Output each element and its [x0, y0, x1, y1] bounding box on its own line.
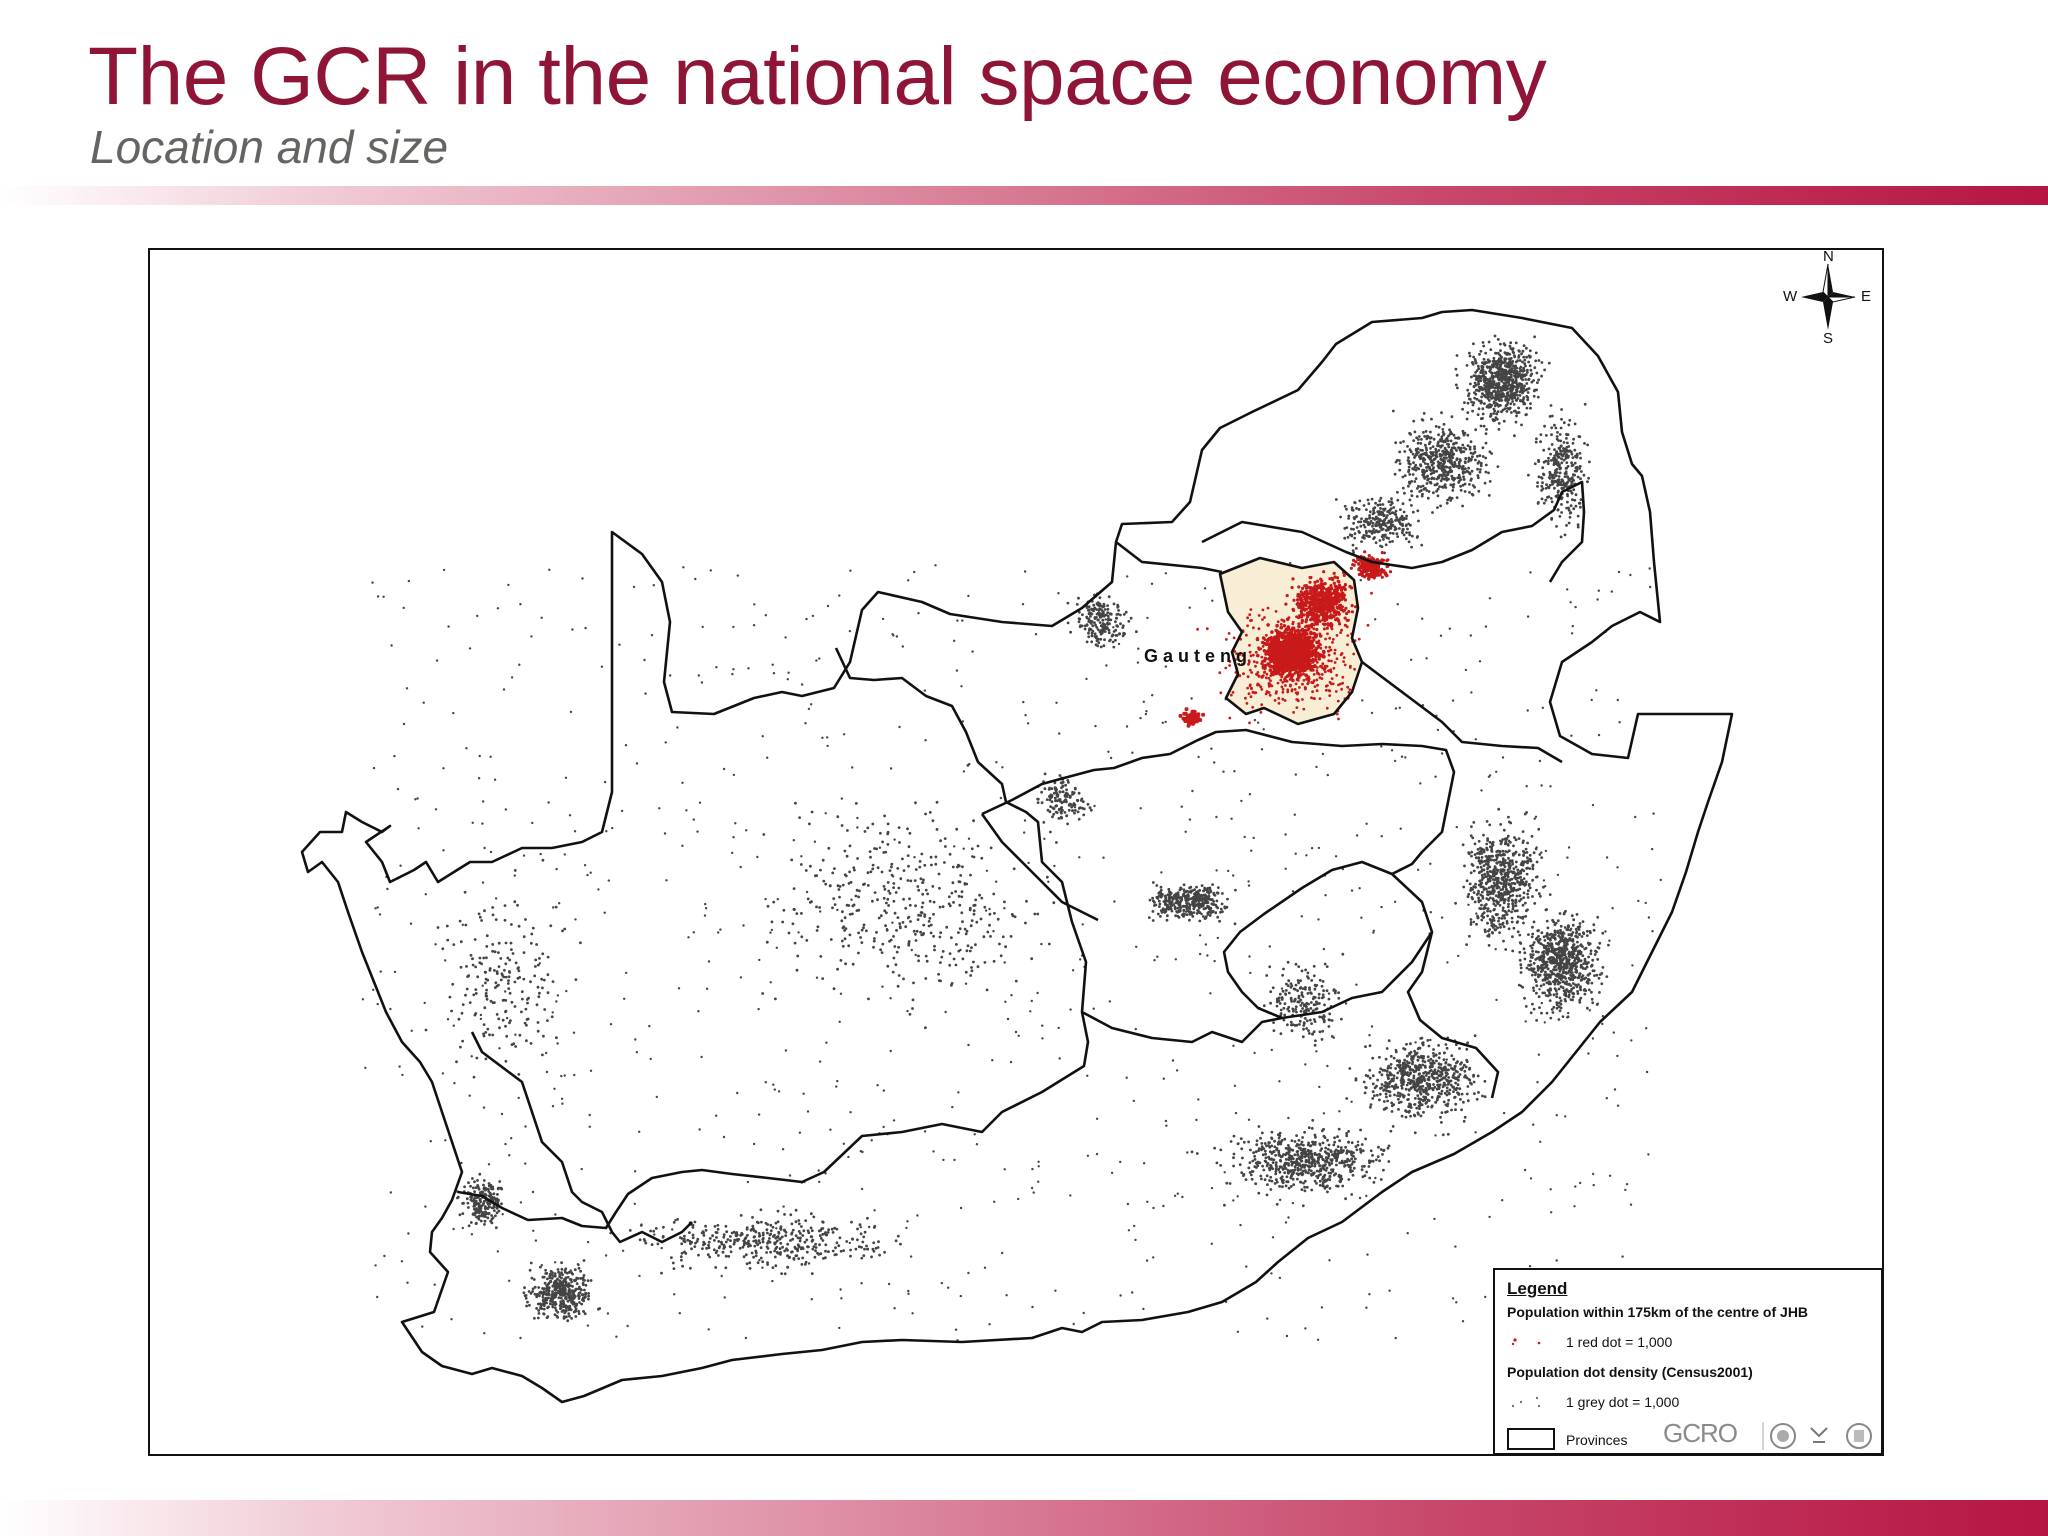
gcro-logo: GCRO — [1663, 1420, 1737, 1448]
compass-south-label: S — [1823, 330, 1834, 347]
compass-rose: N S W E — [1783, 250, 1873, 347]
mpumalanga-boundary — [1361, 660, 1563, 764]
legend-provinces-item: Provinces — [1566, 1432, 1628, 1448]
compass-north-label: N — [1823, 248, 1834, 265]
national-border — [300, 308, 1734, 1404]
grey-population-dots — [361, 334, 1663, 1342]
lesotho-border — [1222, 860, 1434, 1020]
legend-grey-item: 1 grey dot = 1,000 — [1566, 1394, 1680, 1410]
grey-dot-swatch — [1512, 1397, 1540, 1407]
compass-west-label: W — [1783, 288, 1798, 305]
eastern-cape-boundary — [1081, 1010, 1283, 1044]
western-cape-boundary — [470, 1031, 693, 1244]
map-frame: Gauteng N S W E — [148, 248, 1884, 1456]
legend-title: Legend — [1507, 1279, 1568, 1298]
slide-title: The GCR in the national space economy — [88, 31, 1547, 122]
university-crest-icon — [1846, 1423, 1872, 1449]
limpopo-boundary — [1201, 480, 1586, 583]
partner-logos: GCRO — [1663, 1418, 1875, 1452]
provinces-swatch — [1507, 1428, 1555, 1450]
compass-east-label: E — [1861, 288, 1872, 305]
red-dot-swatch — [1511, 1338, 1541, 1346]
university-seal-icon — [1770, 1423, 1796, 1449]
gcro-logo-group: GCRO — [1663, 1418, 1872, 1450]
red-population-dots — [1178, 550, 1393, 728]
footer-band — [0, 1500, 2048, 1536]
legend-red-heading: Population within 175km of the centre of… — [1507, 1304, 1809, 1320]
gauteng-label: Gauteng — [1144, 646, 1252, 666]
compass-icon — [1801, 263, 1856, 330]
slide-subtitle: Location and size — [90, 121, 449, 173]
free-state-boundary — [981, 728, 1456, 876]
south-africa-map: Gauteng — [300, 308, 1734, 1404]
eastern-cape-kzn-boundary — [1406, 931, 1500, 1099]
free-state-south-boundary — [980, 813, 1099, 922]
government-crest-icon — [1810, 1427, 1828, 1443]
province-boundaries — [300, 308, 1734, 1404]
legend-red-item: 1 red dot = 1,000 — [1566, 1334, 1673, 1350]
gauteng-boundary — [1218, 556, 1364, 726]
northern-cape-east-boundary — [457, 647, 1090, 1230]
legend-grey-heading: Population dot density (Census2001) — [1507, 1364, 1753, 1380]
map-legend: Legend Population within 175km of the ce… — [1493, 1268, 1883, 1455]
header-divider-band — [0, 186, 2048, 205]
northwest-boundary — [1115, 540, 1223, 574]
